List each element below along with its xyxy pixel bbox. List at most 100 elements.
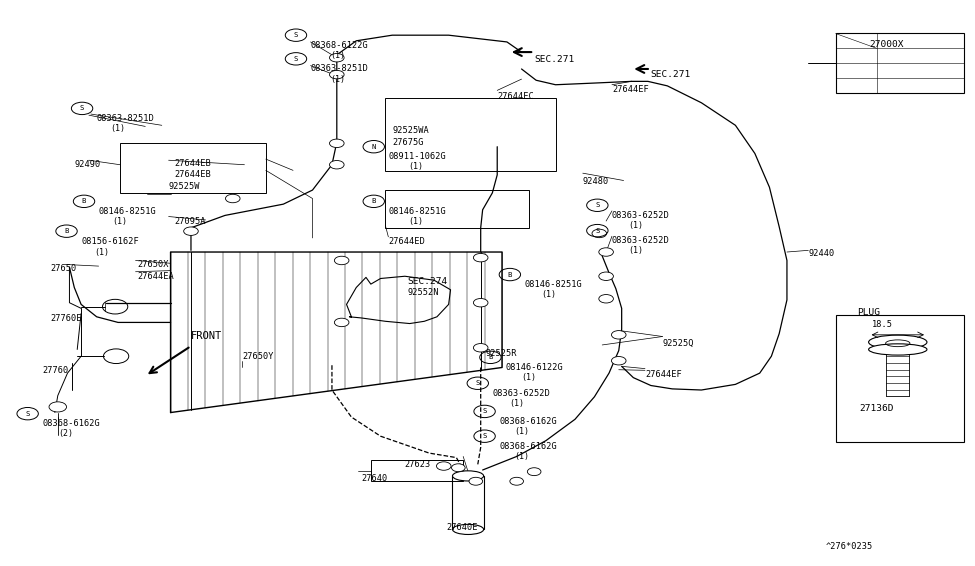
Text: 92525Q: 92525Q: [662, 340, 694, 348]
Text: 92552N: 92552N: [408, 288, 440, 297]
Text: SEC.271: SEC.271: [534, 55, 574, 64]
Circle shape: [49, 402, 66, 412]
Text: ^276*0235: ^276*0235: [826, 542, 873, 551]
Text: B: B: [371, 198, 376, 204]
Text: 08156-6162F: 08156-6162F: [81, 237, 138, 246]
Text: 27644ED: 27644ED: [388, 237, 425, 246]
Text: S: S: [483, 409, 487, 414]
Text: 27644EB: 27644EB: [175, 170, 212, 179]
Text: (1): (1): [112, 217, 127, 226]
Text: B: B: [64, 228, 68, 234]
Circle shape: [334, 256, 349, 265]
Text: 27760E: 27760E: [50, 314, 82, 323]
Circle shape: [330, 53, 344, 62]
Text: S: S: [483, 433, 487, 439]
Text: S: S: [595, 202, 600, 208]
Bar: [452, 476, 484, 529]
Text: 92525WA: 92525WA: [392, 126, 429, 135]
Circle shape: [527, 468, 541, 475]
Text: S: S: [595, 228, 600, 234]
Circle shape: [599, 272, 613, 281]
Circle shape: [469, 477, 483, 485]
Circle shape: [592, 229, 606, 238]
Text: 27644EF: 27644EF: [645, 370, 682, 379]
Text: 08146-6122G: 08146-6122G: [505, 363, 563, 372]
Text: B: B: [82, 198, 86, 204]
Circle shape: [599, 248, 613, 256]
Text: 08368-6122G: 08368-6122G: [311, 41, 369, 50]
Bar: [836, 315, 964, 442]
Text: (1): (1): [629, 246, 644, 255]
Text: 27760: 27760: [42, 366, 68, 375]
Circle shape: [599, 294, 613, 303]
Text: 92525R: 92525R: [486, 349, 517, 358]
Text: S: S: [476, 380, 480, 386]
Text: 27644EF: 27644EF: [612, 85, 648, 94]
Circle shape: [474, 344, 488, 352]
Bar: [385, 190, 529, 228]
Text: 27650X: 27650X: [137, 260, 169, 269]
Ellipse shape: [452, 471, 484, 481]
Circle shape: [474, 298, 488, 307]
Circle shape: [474, 254, 488, 262]
Text: 08146-8251G: 08146-8251G: [98, 207, 156, 216]
Text: FRONT: FRONT: [191, 331, 222, 341]
Text: (1): (1): [509, 399, 524, 408]
Text: 27644EC: 27644EC: [497, 92, 534, 101]
Text: S: S: [80, 105, 84, 112]
Text: 92525W: 92525W: [169, 182, 200, 191]
Text: 92490: 92490: [74, 160, 100, 169]
Circle shape: [611, 331, 626, 339]
Text: 08911-1062G: 08911-1062G: [388, 152, 447, 161]
Text: 27675G: 27675G: [392, 138, 424, 147]
Text: 27644EA: 27644EA: [137, 272, 175, 281]
Text: S: S: [293, 56, 298, 62]
Circle shape: [611, 357, 626, 365]
Text: (1): (1): [515, 452, 529, 461]
Bar: [370, 460, 463, 481]
Circle shape: [334, 318, 349, 327]
Text: 08363-8251D: 08363-8251D: [97, 114, 154, 123]
Ellipse shape: [452, 524, 484, 534]
Text: (1): (1): [330, 75, 345, 84]
Text: (1): (1): [408, 162, 423, 171]
Circle shape: [451, 464, 465, 471]
Text: 08146-8251G: 08146-8251G: [525, 280, 582, 289]
Text: 92440: 92440: [808, 249, 835, 258]
Text: 08363-8251D: 08363-8251D: [311, 65, 369, 74]
Text: (1): (1): [629, 221, 644, 230]
Text: SEC.274: SEC.274: [408, 277, 449, 286]
Text: 27136D: 27136D: [859, 404, 893, 413]
Text: 27640E: 27640E: [447, 524, 478, 533]
Text: 27000X: 27000X: [870, 40, 904, 49]
Text: 92480: 92480: [583, 177, 609, 186]
Text: (1): (1): [515, 427, 529, 436]
Text: 08146-8251G: 08146-8251G: [388, 207, 447, 216]
Text: 27640: 27640: [361, 474, 387, 483]
Text: 18.5: 18.5: [872, 320, 892, 329]
Text: B: B: [488, 354, 492, 361]
Text: (1): (1): [330, 51, 345, 60]
Text: 27095A: 27095A: [175, 217, 206, 225]
Text: 08368-6162G: 08368-6162G: [499, 417, 557, 426]
Text: 27623: 27623: [405, 460, 431, 469]
Text: S: S: [25, 411, 30, 417]
Circle shape: [225, 194, 240, 203]
Text: PLUG: PLUG: [857, 308, 880, 318]
Text: B: B: [508, 272, 512, 277]
Circle shape: [330, 70, 344, 79]
Text: (1): (1): [522, 373, 536, 382]
Text: 08368-6162G: 08368-6162G: [499, 442, 557, 451]
Text: 08363-6252D: 08363-6252D: [492, 389, 550, 398]
Text: (1): (1): [408, 217, 423, 226]
Circle shape: [437, 462, 451, 470]
Circle shape: [183, 227, 198, 235]
Circle shape: [330, 161, 344, 169]
Text: (1): (1): [94, 247, 109, 256]
Ellipse shape: [869, 344, 927, 355]
Text: N: N: [371, 144, 376, 149]
Text: 27650: 27650: [50, 264, 76, 273]
Text: 08363-6252D: 08363-6252D: [612, 211, 670, 220]
Circle shape: [510, 477, 524, 485]
Text: 27650Y: 27650Y: [243, 351, 274, 361]
